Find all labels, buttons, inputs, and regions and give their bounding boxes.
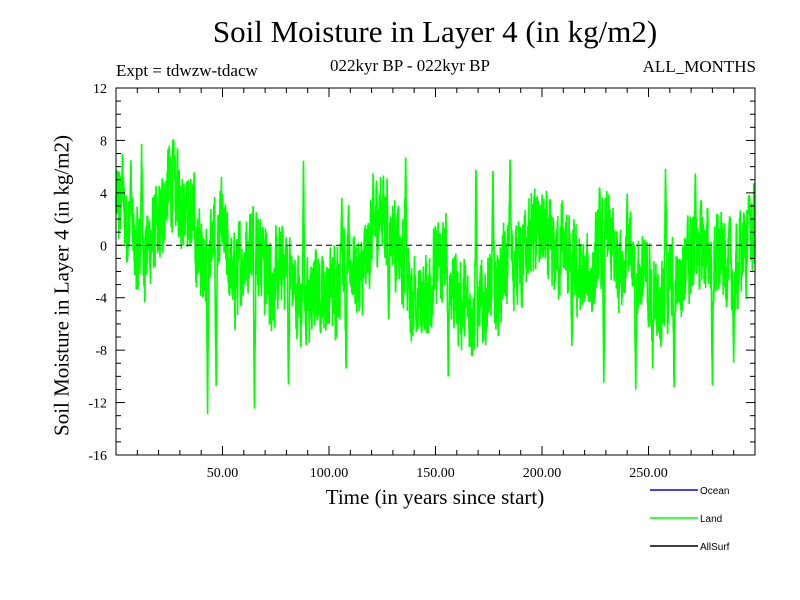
x-axis-label: Time (in years since start) xyxy=(325,485,545,509)
x-tick-label: 250.00 xyxy=(629,466,668,481)
series-layer xyxy=(115,138,756,414)
series-line-land xyxy=(115,138,756,414)
x-tick-label: 150.00 xyxy=(416,466,455,481)
experiment-label: Expt = tdwzw-tdacw xyxy=(116,61,258,80)
y-tick-label: 12 xyxy=(93,82,107,97)
months-label: ALL_MONTHS xyxy=(642,57,756,76)
y-tick-label: 0 xyxy=(100,239,107,254)
y-tick-label: 4 xyxy=(100,187,107,202)
period-label: 022kyr BP - 022kyr BP xyxy=(330,56,490,75)
y-tick-label: -12 xyxy=(88,397,107,412)
y-tick-label: 8 xyxy=(100,134,107,149)
axes-layer: 50.00 100.00 150.00 200.00 250.00 -16 -12 -8 -4 0… xyxy=(88,82,756,481)
x-tick-label: 100.00 xyxy=(310,466,349,481)
legend-label-allsurf: AllSurf xyxy=(700,542,730,553)
legend: Ocean Land AllSurf xyxy=(650,486,730,553)
x-tick-label: 200.00 xyxy=(523,466,562,481)
x-tick-label: 50.00 xyxy=(207,466,239,481)
chart-title: Soil Moisture in Layer 4 (in kg/m2) xyxy=(212,14,658,49)
legend-label-land: Land xyxy=(700,514,722,525)
y-tick-label: -4 xyxy=(95,292,107,307)
y-tick-label: -8 xyxy=(95,344,107,359)
legend-label-ocean: Ocean xyxy=(700,486,729,497)
y-tick-label: -16 xyxy=(88,449,107,464)
